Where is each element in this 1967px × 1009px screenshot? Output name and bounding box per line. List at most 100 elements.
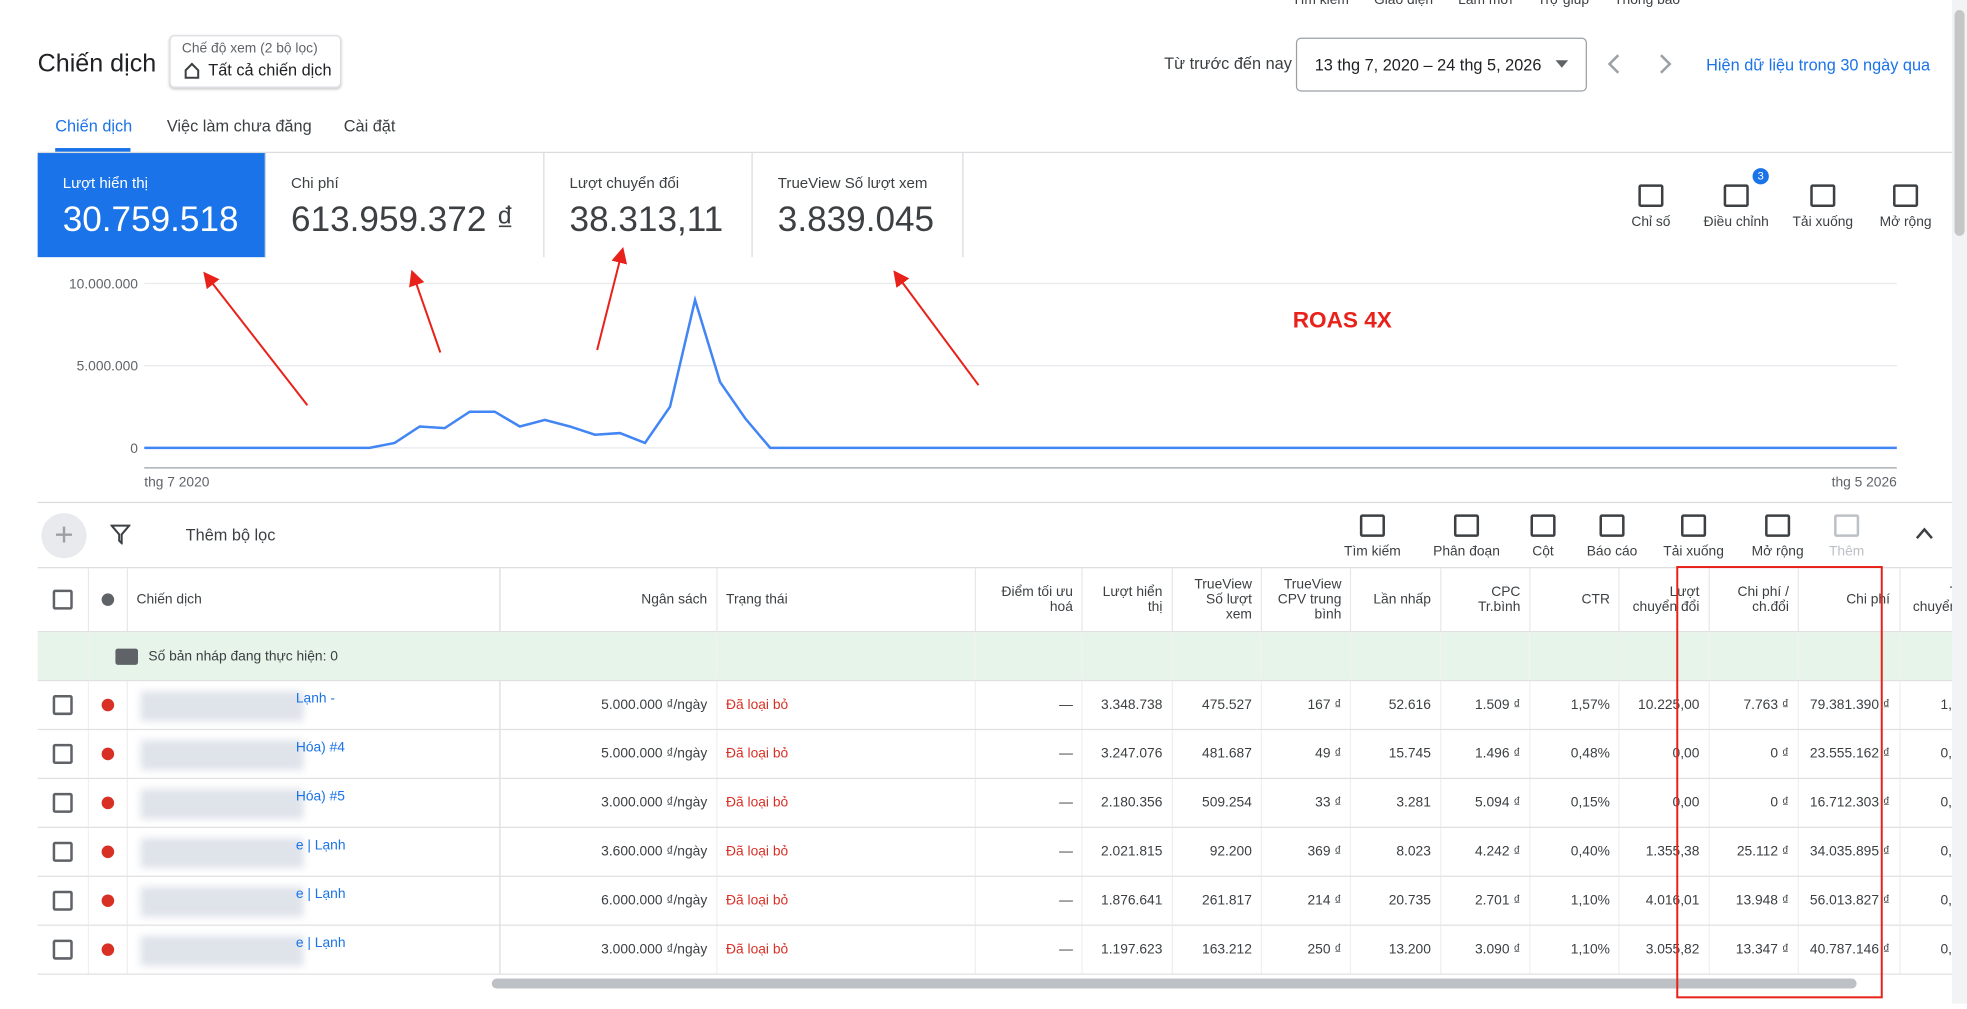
campaign-cell: e | Lạnh (127, 925, 502, 975)
checkbox[interactable] (52, 694, 73, 716)
cell: — (974, 925, 1083, 975)
cell: 16.712.303 ₫ (1798, 778, 1900, 828)
tool[interactable]: Phân đoạn (1423, 514, 1511, 560)
cell: 261.817 (1171, 876, 1262, 926)
tool[interactable]: Tìm kiếm (1329, 514, 1417, 560)
cell: 33 ₫ (1261, 778, 1352, 828)
tool-icon (1893, 184, 1919, 207)
tool[interactable]: Chỉ số (1607, 184, 1695, 230)
cell: 3.600.000 ₫/ngày (500, 827, 718, 877)
top-link[interactable]: Trợ giúp (1537, 0, 1590, 8)
cell: 3.247.076 (1082, 729, 1173, 780)
header-cell[interactable]: Chiến dịch (127, 568, 502, 633)
tool-icon (1723, 184, 1749, 207)
tool-label: Tải xuống (1663, 544, 1724, 560)
header-cell[interactable]: Chi phí / ch.đổi (1708, 568, 1799, 633)
data-table: Chiến dịch Ngân sách Trạng thái Điểm tối ưu… (37, 568, 1953, 975)
add-button[interactable]: + (41, 513, 87, 559)
tool[interactable]: Cột (1499, 514, 1587, 560)
campaign-link[interactable]: Hóa) #5 (295, 789, 345, 805)
status-dot (101, 593, 115, 606)
header-cell[interactable]: Lần nhấp (1350, 568, 1441, 633)
tool[interactable]: Tải xuống (1779, 184, 1867, 230)
cell: 1,57% (1529, 680, 1620, 731)
cell: 13.948 ₫ (1708, 876, 1799, 926)
cell: Đã loại bỏ (716, 680, 976, 731)
tool[interactable]: Mở rộng (1734, 514, 1822, 560)
header-cell[interactable]: Lượt hiển thị (1082, 568, 1173, 633)
status-icon (101, 845, 115, 859)
cell (37, 827, 90, 877)
date-range: 13 thg 7, 2020 – 24 thg 5, 2026 (1314, 55, 1542, 75)
checkbox[interactable] (52, 939, 73, 960)
group-row: Số bản nháp đang thực hiện: 0 (37, 631, 1953, 682)
tool[interactable]: Báo cáo (1568, 514, 1656, 560)
tool[interactable]: Thêm (1803, 514, 1891, 560)
header-cell[interactable]: TrueView CPV trung bình (1261, 568, 1352, 633)
date-picker[interactable]: 13 thg 7, 2020 – 24 thg 5, 2026 (1295, 37, 1587, 92)
collapse-icon[interactable] (1914, 526, 1934, 541)
cell: 52.616 (1350, 680, 1441, 731)
header-cell[interactable]: Ngân sách (500, 568, 718, 633)
x-tick-label: thg 7 2020 (144, 475, 209, 490)
metric-card[interactable]: Lượt chuyển đổi 38.313,11 (544, 153, 753, 258)
metric-card[interactable]: TrueView Số lượt xem 3.839.045 (753, 153, 964, 258)
cell: 369 ₫ (1261, 827, 1352, 877)
show-30-days[interactable]: Hiện dữ liệu trong 30 ngày qua (1706, 55, 1931, 75)
campaign-link[interactable]: e | Lạnh (295, 838, 346, 854)
view-label: Chế độ xem (2 bộ lọc) (181, 41, 318, 57)
group-cell (37, 631, 90, 682)
campaign-link[interactable]: e | Lạnh (295, 935, 346, 951)
nav-arrows[interactable] (1603, 53, 1678, 76)
campaign-cell: e | Lạnh (127, 827, 502, 877)
campaign-cell: Lạnh - (127, 680, 502, 731)
cell: 5.000.000 ₫/ngày (500, 729, 718, 780)
tool[interactable]: Tải xuống (1650, 514, 1738, 560)
header-cell[interactable]: Điểm tối ưu hoá (974, 568, 1083, 633)
header-row: Chiến dịch Ngân sách Trạng thái Điểm tối ưu… (37, 568, 1953, 633)
header-cell[interactable]: TrueView Số lượt xem (1171, 568, 1262, 633)
campaign-link[interactable]: e | Lạnh (295, 886, 346, 902)
campaign-cell: Hóa) #4 (127, 729, 502, 780)
top-link[interactable]: Tìm kiếm (1292, 0, 1349, 8)
top-link[interactable]: Giao diện (1373, 0, 1434, 8)
tab[interactable]: Chiến dịch (55, 116, 133, 136)
header-cell[interactable]: Tỷ lệ chuyển đổi (1899, 568, 1953, 633)
cell (88, 827, 128, 877)
header-cell[interactable]: CPC Tr.bình (1440, 568, 1531, 633)
header-cell[interactable]: Trạng thái (716, 568, 976, 633)
checkbox[interactable] (52, 792, 73, 813)
filter-icon[interactable] (110, 524, 131, 545)
checkbox[interactable] (52, 841, 73, 862)
checkbox[interactable] (52, 890, 73, 911)
y-tick-label: 10.000.000 (69, 277, 138, 292)
tab[interactable]: Cài đặt (343, 116, 396, 136)
view-selector[interactable]: Chế độ xem (2 bộ lọc) Tất cả chiến dịch (169, 35, 342, 88)
header-cell[interactable]: Chi phí (1798, 568, 1900, 633)
tool[interactable]: Điều chỉnh (1692, 184, 1780, 230)
checkbox[interactable] (52, 743, 73, 764)
top-link[interactable]: Thông báo (1614, 0, 1681, 8)
header-cell[interactable]: CTR (1529, 568, 1620, 633)
blurred-name (140, 935, 304, 966)
date-label: Từ trước đến nay (1164, 53, 1292, 73)
add-filter[interactable]: Thêm bộ lọc (185, 525, 276, 545)
tool-icon (1681, 514, 1707, 537)
campaign-link[interactable]: Hóa) #4 (295, 740, 345, 756)
cell: 0,00 (1619, 729, 1710, 780)
metric-card[interactable]: Lượt hiển thị 30.759.518 (37, 153, 266, 258)
cell: 13.347 ₫ (1708, 925, 1799, 975)
top-link[interactable]: Làm mới (1458, 0, 1513, 8)
tab[interactable]: Việc làm chưa đăng (166, 116, 312, 136)
tool[interactable]: Mở rộng (1862, 184, 1950, 230)
scrollbar[interactable] (491, 978, 1857, 989)
cell: 25.112 ₫ (1708, 827, 1799, 877)
campaign-link[interactable]: Lạnh - (295, 691, 336, 707)
cell (88, 876, 128, 926)
campaign-cell: e | Lạnh (127, 876, 502, 926)
metric-card[interactable]: Chi phí 613.959.372 ₫ (266, 153, 545, 258)
badge: 3 (1752, 168, 1769, 185)
checkbox[interactable] (52, 589, 73, 610)
cell: 92.200 (1171, 827, 1262, 877)
